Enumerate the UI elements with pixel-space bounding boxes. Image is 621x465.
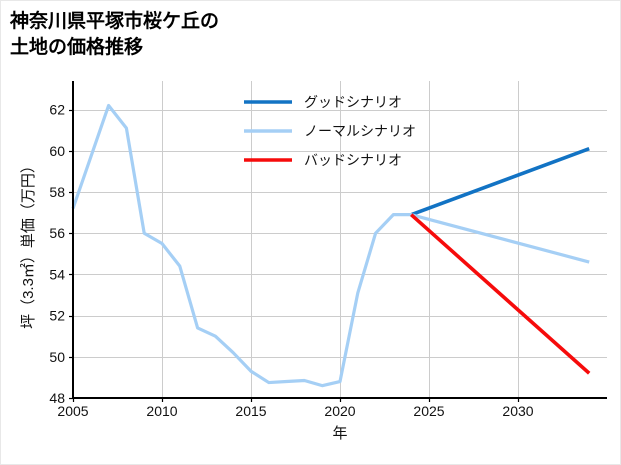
series-lines (71, 103, 591, 388)
legend-label-3: バッドシナリオ (304, 152, 402, 168)
x-tick-label: 2025 (413, 403, 444, 419)
x-tick-label: 2010 (146, 403, 177, 419)
axis-titles: 年 坪（3.3㎡）単価（万円） (20, 158, 348, 442)
x-axis-title: 年 (332, 425, 347, 442)
series-line-3 (410, 213, 591, 375)
y-tick-label: 52 (49, 308, 65, 324)
x-tick-label: 2020 (324, 403, 355, 419)
legend-label-2: ノーマルシナリオ (304, 123, 416, 139)
x-tick-label: 2015 (235, 403, 266, 419)
series-line-2 (71, 103, 590, 388)
y-axis-tick-labels: 48 50 52 54 56 58 60 62 (49, 102, 65, 406)
gridlines (73, 81, 607, 399)
y-tick-label: 54 (49, 266, 65, 282)
y-tick-label: 48 (49, 390, 65, 406)
axis-spines (69, 81, 607, 402)
legend-label-1: グッドシナリオ (304, 94, 402, 110)
x-tick-label: 2005 (57, 403, 88, 419)
page-title: 神奈川県平塚市桜ケ丘の 土地の価格推移 (10, 11, 220, 59)
y-tick-label: 50 (49, 349, 65, 365)
y-tick-label: 56 (49, 225, 65, 241)
y-tick-label: 58 (49, 184, 65, 200)
y-axis-title: 坪（3.3㎡）単価（万円） (20, 158, 37, 329)
y-tick-label: 60 (49, 143, 65, 159)
y-tick-label: 62 (49, 102, 65, 118)
x-tick-label: 2030 (502, 403, 533, 419)
series-line-1 (410, 147, 590, 217)
x-axis-tick-labels: 2005 2010 2015 2020 2025 2030 (57, 403, 533, 419)
